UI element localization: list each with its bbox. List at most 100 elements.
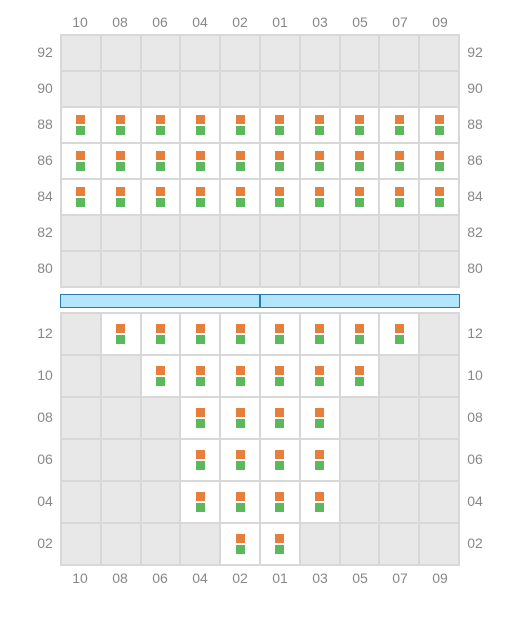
slot-filled[interactable] — [419, 107, 459, 143]
slot-filled[interactable] — [61, 107, 101, 143]
marker-top — [315, 408, 324, 417]
slot-filled[interactable] — [180, 107, 220, 143]
slot-filled[interactable] — [180, 439, 220, 481]
slot-filled[interactable] — [260, 523, 300, 565]
slot-filled[interactable] — [300, 481, 340, 523]
slot-filled[interactable] — [220, 355, 260, 397]
slot-filled[interactable] — [300, 397, 340, 439]
marker-bottom — [275, 545, 284, 554]
row-label: 12 — [460, 312, 490, 354]
slot-empty — [419, 355, 459, 397]
marker-bottom — [355, 198, 364, 207]
row-label: 10 — [30, 354, 60, 396]
slot-empty — [260, 35, 300, 71]
marker-bottom — [196, 335, 205, 344]
slot-filled[interactable] — [260, 143, 300, 179]
slot-empty — [419, 481, 459, 523]
slot-filled[interactable] — [101, 313, 141, 355]
slot-filled[interactable] — [260, 481, 300, 523]
slot-filled[interactable] — [419, 143, 459, 179]
marker-bottom — [435, 198, 444, 207]
slot-empty — [220, 215, 260, 251]
slot-filled[interactable] — [260, 355, 300, 397]
slot-filled[interactable] — [220, 481, 260, 523]
marker-bottom — [355, 377, 364, 386]
slot-filled[interactable] — [220, 313, 260, 355]
marker-bottom — [315, 198, 324, 207]
slot-filled[interactable] — [220, 143, 260, 179]
col-label: 02 — [220, 10, 260, 34]
slot-filled[interactable] — [300, 355, 340, 397]
slot-filled[interactable] — [180, 313, 220, 355]
slot-filled[interactable] — [260, 313, 300, 355]
marker-top — [236, 450, 245, 459]
slot-filled[interactable] — [260, 107, 300, 143]
slot-filled[interactable] — [260, 397, 300, 439]
slot-filled[interactable] — [101, 143, 141, 179]
slot-filled[interactable] — [220, 107, 260, 143]
slot-filled[interactable] — [340, 313, 380, 355]
slot-filled[interactable] — [340, 143, 380, 179]
row-label: 02 — [30, 522, 60, 564]
slot-empty — [61, 35, 101, 71]
slot-empty — [300, 215, 340, 251]
slot-filled[interactable] — [419, 179, 459, 215]
slot-filled[interactable] — [300, 439, 340, 481]
col-label: 10 — [60, 10, 100, 34]
slot-filled[interactable] — [61, 179, 101, 215]
slot-filled[interactable] — [300, 143, 340, 179]
marker-bottom — [315, 377, 324, 386]
slot-filled[interactable] — [220, 523, 260, 565]
slot-filled[interactable] — [379, 179, 419, 215]
row-label: 10 — [460, 354, 490, 396]
slot-filled[interactable] — [180, 355, 220, 397]
slot-empty — [379, 215, 419, 251]
marker-bottom — [156, 377, 165, 386]
slot-filled[interactable] — [141, 143, 181, 179]
marker-bottom — [196, 377, 205, 386]
slot-filled[interactable] — [300, 179, 340, 215]
slot-filled[interactable] — [379, 107, 419, 143]
slot-empty — [141, 439, 181, 481]
grid-row — [61, 215, 459, 251]
marker-top — [236, 151, 245, 160]
slot-filled[interactable] — [61, 143, 101, 179]
slot-filled[interactable] — [180, 143, 220, 179]
marker-bottom — [236, 545, 245, 554]
marker-bottom — [275, 377, 284, 386]
slot-filled[interactable] — [220, 439, 260, 481]
marker-top — [275, 151, 284, 160]
slot-filled[interactable] — [260, 179, 300, 215]
col-label: 09 — [420, 566, 460, 590]
slot-filled[interactable] — [180, 179, 220, 215]
marker-bottom — [156, 162, 165, 171]
marker-top — [196, 450, 205, 459]
slot-filled[interactable] — [141, 313, 181, 355]
slot-filled[interactable] — [101, 107, 141, 143]
slot-filled[interactable] — [141, 179, 181, 215]
slot-filled[interactable] — [379, 143, 419, 179]
slot-filled[interactable] — [379, 313, 419, 355]
slot-filled[interactable] — [141, 107, 181, 143]
slot-empty — [101, 397, 141, 439]
slot-filled[interactable] — [220, 179, 260, 215]
slot-filled[interactable] — [260, 439, 300, 481]
marker-bottom — [236, 126, 245, 135]
marker-bottom — [435, 162, 444, 171]
slot-filled[interactable] — [340, 179, 380, 215]
slot-filled[interactable] — [300, 107, 340, 143]
slot-filled[interactable] — [101, 179, 141, 215]
marker-top — [275, 492, 284, 501]
slot-filled[interactable] — [180, 481, 220, 523]
marker-bottom — [196, 126, 205, 135]
marker-bottom — [315, 461, 324, 470]
slot-filled[interactable] — [340, 107, 380, 143]
marker-bottom — [76, 198, 85, 207]
marker-bottom — [236, 419, 245, 428]
slot-filled[interactable] — [300, 313, 340, 355]
slot-filled[interactable] — [220, 397, 260, 439]
slot-filled[interactable] — [340, 355, 380, 397]
slot-filled[interactable] — [180, 397, 220, 439]
slot-filled[interactable] — [141, 355, 181, 397]
slot-empty — [61, 355, 101, 397]
